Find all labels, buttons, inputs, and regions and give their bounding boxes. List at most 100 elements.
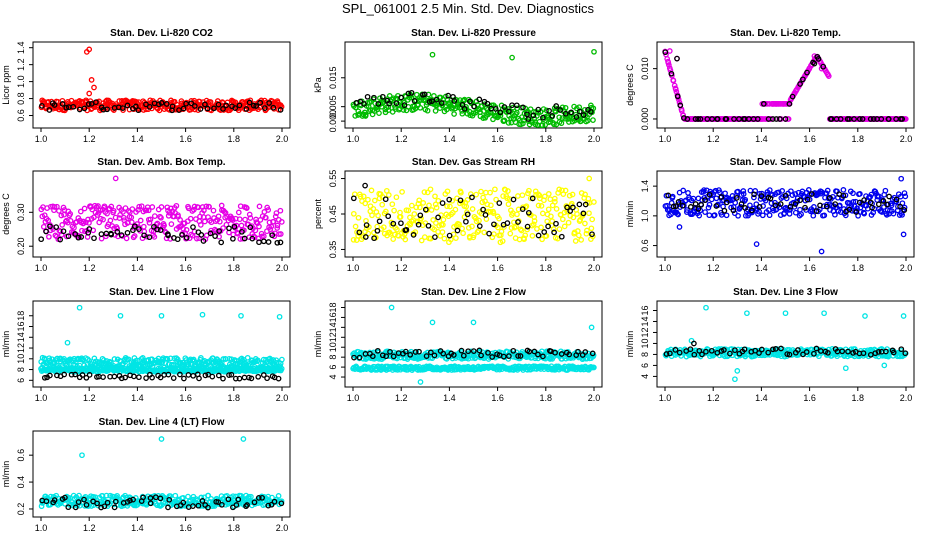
data-point [416, 197, 423, 204]
data-point [147, 216, 154, 223]
data-point [695, 205, 702, 212]
data-point [379, 93, 386, 100]
data-point [85, 216, 91, 223]
x-tick-label: 1.6 [179, 393, 192, 403]
data-point [417, 204, 423, 211]
data-point [476, 223, 483, 229]
data-point [589, 216, 596, 223]
data-point [464, 211, 471, 218]
outlier-point [79, 452, 85, 459]
series-1 [662, 304, 909, 383]
data-point [562, 187, 569, 194]
data-point [752, 188, 759, 194]
y-tick-label: 0.015 [328, 67, 338, 90]
outlier-point [64, 339, 71, 346]
data-point [500, 193, 506, 199]
data-point [867, 116, 874, 122]
data-point [526, 187, 532, 194]
data-point [385, 192, 392, 198]
y-axis-label: ml/min [313, 331, 323, 358]
data-point [762, 197, 769, 204]
data-point [513, 223, 519, 230]
outlier-point [674, 55, 680, 62]
data-point [157, 213, 163, 220]
outlier-point [588, 324, 595, 331]
data-point [114, 229, 121, 235]
data-point [403, 226, 410, 233]
data-point [180, 105, 187, 112]
data-point [118, 232, 125, 238]
data-point [361, 101, 367, 107]
data-point [551, 121, 557, 128]
series-2 [350, 182, 595, 242]
x-tick-label: 2.0 [276, 263, 289, 273]
data-point [867, 199, 874, 206]
data-point [797, 81, 803, 87]
x-tick-label: 1.0 [35, 393, 48, 403]
y-tick-label: 12 [16, 343, 26, 353]
y-tick-label: 0.8 [16, 92, 26, 105]
data-point [123, 235, 130, 242]
data-point [463, 218, 469, 225]
x-tick-label: 1.2 [83, 393, 96, 403]
data-point [81, 105, 88, 112]
data-point [825, 73, 832, 79]
data-point [895, 203, 901, 210]
data-point [236, 216, 243, 223]
data-point [155, 101, 162, 108]
data-point [398, 102, 405, 109]
data-point [570, 214, 577, 221]
data-point [110, 207, 117, 214]
data-point [476, 217, 482, 224]
data-point [215, 213, 222, 220]
data-point [250, 102, 257, 109]
x-tick-label: 2.0 [276, 523, 289, 533]
x-tick-label: 1.0 [35, 263, 48, 273]
data-point [117, 212, 123, 218]
data-point [674, 93, 681, 100]
series-1 [38, 304, 285, 372]
data-point [424, 107, 431, 114]
data-point [505, 120, 512, 126]
data-point [461, 214, 468, 220]
data-point [751, 191, 757, 198]
data-point [218, 202, 225, 209]
data-point [100, 106, 107, 113]
data-point [445, 92, 452, 99]
data-point [461, 106, 468, 112]
data-point [853, 209, 860, 215]
data-point [679, 202, 686, 209]
data-point [352, 113, 359, 119]
data-point [782, 116, 789, 122]
data-point [432, 108, 439, 114]
data-point [675, 199, 682, 205]
data-point [519, 192, 526, 199]
data-point [549, 218, 556, 225]
data-point [411, 211, 418, 217]
data-point [247, 224, 254, 231]
data-point [211, 105, 217, 112]
data-point [241, 374, 248, 381]
data-point [530, 112, 537, 119]
data-point [232, 105, 239, 111]
y-tick-label: 1.4 [640, 180, 650, 193]
data-point [449, 197, 456, 204]
data-point [401, 102, 408, 109]
y-tick-label: 16 [640, 305, 650, 315]
data-point [768, 116, 774, 122]
data-point [408, 202, 415, 209]
series-1 [662, 175, 909, 255]
data-point [568, 109, 575, 116]
data-point [469, 206, 476, 212]
data-point [170, 375, 177, 381]
data-point [524, 226, 531, 233]
y-tick-label: 14 [328, 322, 338, 332]
data-point [274, 225, 281, 231]
data-point [692, 201, 699, 207]
y-tick-label: 6 [640, 363, 650, 368]
outlier-point [509, 54, 515, 61]
data-point [435, 214, 441, 221]
data-point [382, 196, 389, 203]
